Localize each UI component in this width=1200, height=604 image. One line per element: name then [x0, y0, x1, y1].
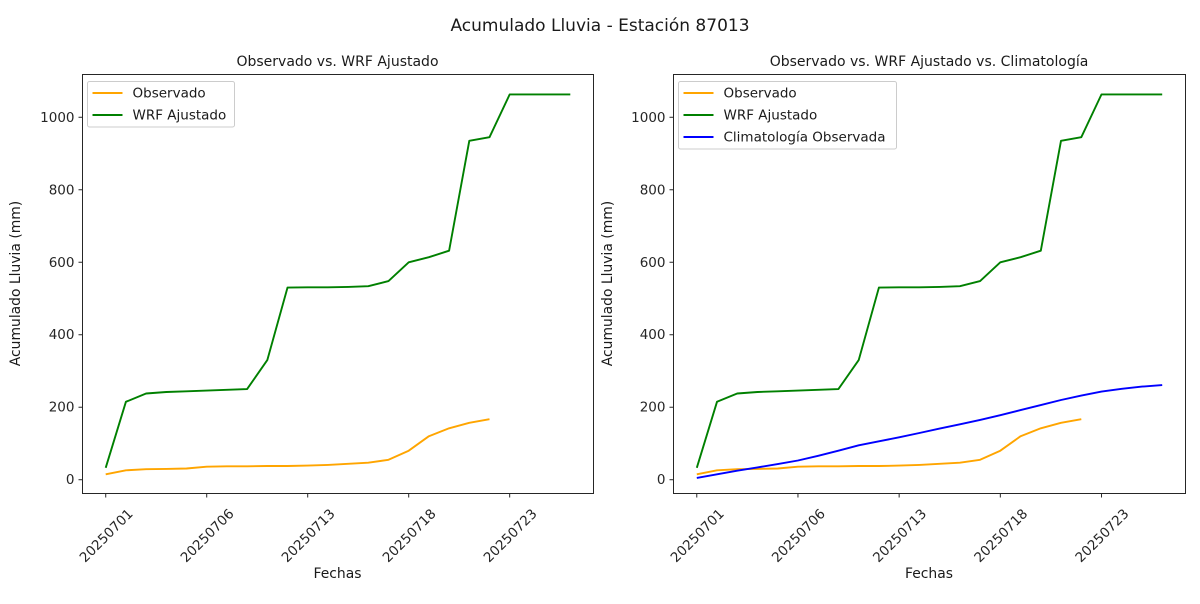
series-line-observado — [105, 418, 490, 476]
x-tick-label: 20250713 — [279, 506, 339, 566]
x-tick-label: 20250723 — [481, 506, 541, 566]
series-line-climatologia-observada — [696, 384, 1163, 479]
y-tick-label: 0 — [657, 472, 666, 488]
y-tick-label: 600 — [49, 255, 75, 271]
y-tick-label: 200 — [640, 400, 666, 416]
y-tick-label: 800 — [640, 182, 666, 198]
x-tick-label: 20250706 — [769, 506, 829, 566]
legend-box — [87, 81, 235, 128]
x-tick-label: 20250706 — [178, 506, 238, 566]
x-tick-label: 20250713 — [870, 506, 930, 566]
y-tick-label: 800 — [49, 182, 75, 198]
legend-label-observado: Observado — [724, 86, 797, 102]
y-tick-label: 1000 — [631, 110, 665, 126]
left-xaxis-label: Fechas — [314, 566, 362, 582]
legend-box — [678, 81, 897, 150]
legend-label-wrf-ajustado: WRF Ajustado — [724, 108, 818, 124]
y-tick-label: 1000 — [40, 110, 74, 126]
left-subplot-title: Observado vs. WRF Ajustado — [236, 54, 438, 70]
series-line-observado — [696, 418, 1082, 476]
y-tick-label: 400 — [640, 327, 666, 343]
right-subplot-title: Observado vs. WRF Ajustado vs. Climatolo… — [770, 54, 1089, 70]
x-tick-label: 20250701 — [77, 506, 137, 566]
left-plot-frame — [82, 74, 594, 494]
x-tick-label: 20250723 — [1072, 506, 1132, 566]
legend-label-wrf-ajustado: WRF Ajustado — [133, 108, 227, 124]
series-line-wrf-ajustado — [695, 93, 1163, 469]
figure-title: Acumulado Lluvia - Estación 87013 — [450, 16, 749, 36]
right-yaxis-label: Acumulado Lluvia (mm) — [600, 201, 616, 366]
legend-label-climatologia-observada: Climatología Observada — [724, 130, 886, 146]
right-xaxis-label: Fechas — [905, 566, 953, 582]
x-tick-label: 20250718 — [380, 506, 440, 566]
subplot-left: Observado vs. WRF Ajustado Fechas Acumul… — [8, 54, 594, 582]
legend-label-observado: Observado — [133, 86, 206, 102]
y-tick-label: 0 — [66, 472, 75, 488]
subplot-right: Observado vs. WRF Ajustado vs. Climatolo… — [600, 54, 1186, 582]
y-tick-label: 600 — [640, 255, 666, 271]
y-tick-label: 400 — [49, 327, 75, 343]
x-tick-label: 20250701 — [668, 506, 728, 566]
x-tick-label: 20250718 — [971, 506, 1031, 566]
y-tick-label: 200 — [49, 400, 75, 416]
left-yaxis-label: Acumulado Lluvia (mm) — [8, 201, 24, 366]
right-plot-frame — [673, 74, 1186, 494]
series-line-wrf-ajustado — [104, 93, 571, 469]
